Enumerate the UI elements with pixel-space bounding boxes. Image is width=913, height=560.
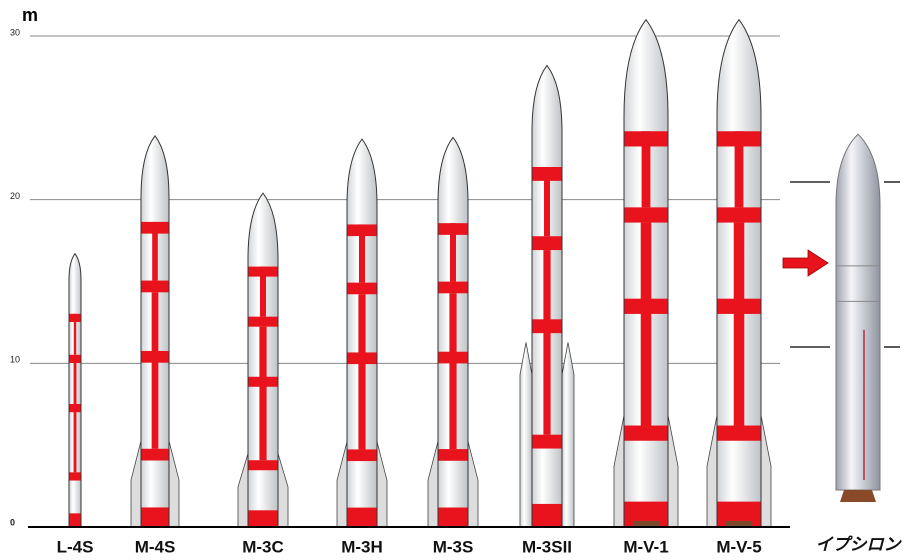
fin xyxy=(707,415,717,527)
band xyxy=(625,426,668,441)
band xyxy=(70,355,81,363)
y-tick-label: 20 xyxy=(10,191,20,201)
stripe xyxy=(642,131,651,207)
band xyxy=(625,207,668,222)
stripe xyxy=(359,224,365,282)
y-tick-label: 0 xyxy=(10,517,15,527)
band xyxy=(533,236,562,250)
band xyxy=(249,317,278,327)
band xyxy=(348,283,377,295)
rocket xyxy=(707,20,771,527)
band xyxy=(249,510,278,527)
fin xyxy=(614,415,624,527)
stripe xyxy=(152,222,158,281)
band xyxy=(348,449,377,461)
stripe xyxy=(735,131,744,207)
x-tick-label: M-3H xyxy=(341,537,383,556)
band xyxy=(439,282,468,294)
x-tick-label: M-3S xyxy=(433,537,474,556)
rocket xyxy=(131,136,179,527)
band xyxy=(439,449,468,461)
chart: m 0 10 20 30 L-4S M-4S M-3C M-3H M-3S M-3SII M-V-1… xyxy=(0,0,913,560)
fin xyxy=(428,441,438,527)
stripe xyxy=(449,293,456,449)
band xyxy=(249,460,278,470)
band xyxy=(70,472,81,480)
stripe xyxy=(74,314,76,355)
band xyxy=(142,449,169,461)
stripe xyxy=(260,267,266,317)
x-tick-label: M-4S xyxy=(135,537,176,556)
band xyxy=(439,508,468,527)
rocket xyxy=(836,134,880,502)
stripe xyxy=(152,292,159,448)
band xyxy=(70,513,81,527)
fin xyxy=(377,442,387,527)
stripe xyxy=(544,167,550,236)
stripe xyxy=(543,250,550,435)
x-tick-label: イプシロン xyxy=(816,535,903,555)
y-tick-label: 30 xyxy=(10,27,20,37)
fin xyxy=(278,454,288,527)
fin xyxy=(668,415,678,527)
rocket-body xyxy=(836,134,880,490)
rocket xyxy=(238,193,288,527)
axis-unit: m xyxy=(22,5,38,25)
stripe xyxy=(358,294,365,449)
band xyxy=(718,207,761,222)
arrow xyxy=(783,250,828,276)
rocket xyxy=(428,137,478,527)
stripe xyxy=(734,223,745,426)
fin xyxy=(131,441,141,527)
band xyxy=(718,426,761,441)
stripe xyxy=(259,327,266,461)
fin xyxy=(238,454,248,527)
rocket xyxy=(337,139,387,527)
stripe xyxy=(74,363,77,472)
nozzle xyxy=(840,490,876,502)
rocket xyxy=(614,20,678,527)
x-tick-label: M-3SII xyxy=(522,537,572,556)
x-tick-label: L-4S xyxy=(57,537,94,556)
stripe xyxy=(641,223,652,426)
y-tick-label: 10 xyxy=(10,355,20,365)
rocket xyxy=(520,65,574,527)
x-tick-label: M-3C xyxy=(242,537,284,556)
rocket xyxy=(69,254,81,527)
fin xyxy=(761,415,771,527)
booster xyxy=(562,342,574,527)
x-tick-label: M-V-5 xyxy=(716,537,761,556)
band xyxy=(348,508,377,527)
band xyxy=(533,435,562,449)
booster xyxy=(520,342,532,527)
x-tick-label: M-V-1 xyxy=(623,537,668,556)
fin xyxy=(337,442,347,527)
stripe xyxy=(450,223,456,281)
band xyxy=(142,507,169,527)
fin xyxy=(468,441,478,527)
band xyxy=(142,281,169,293)
fin xyxy=(169,441,179,527)
band xyxy=(533,504,562,527)
